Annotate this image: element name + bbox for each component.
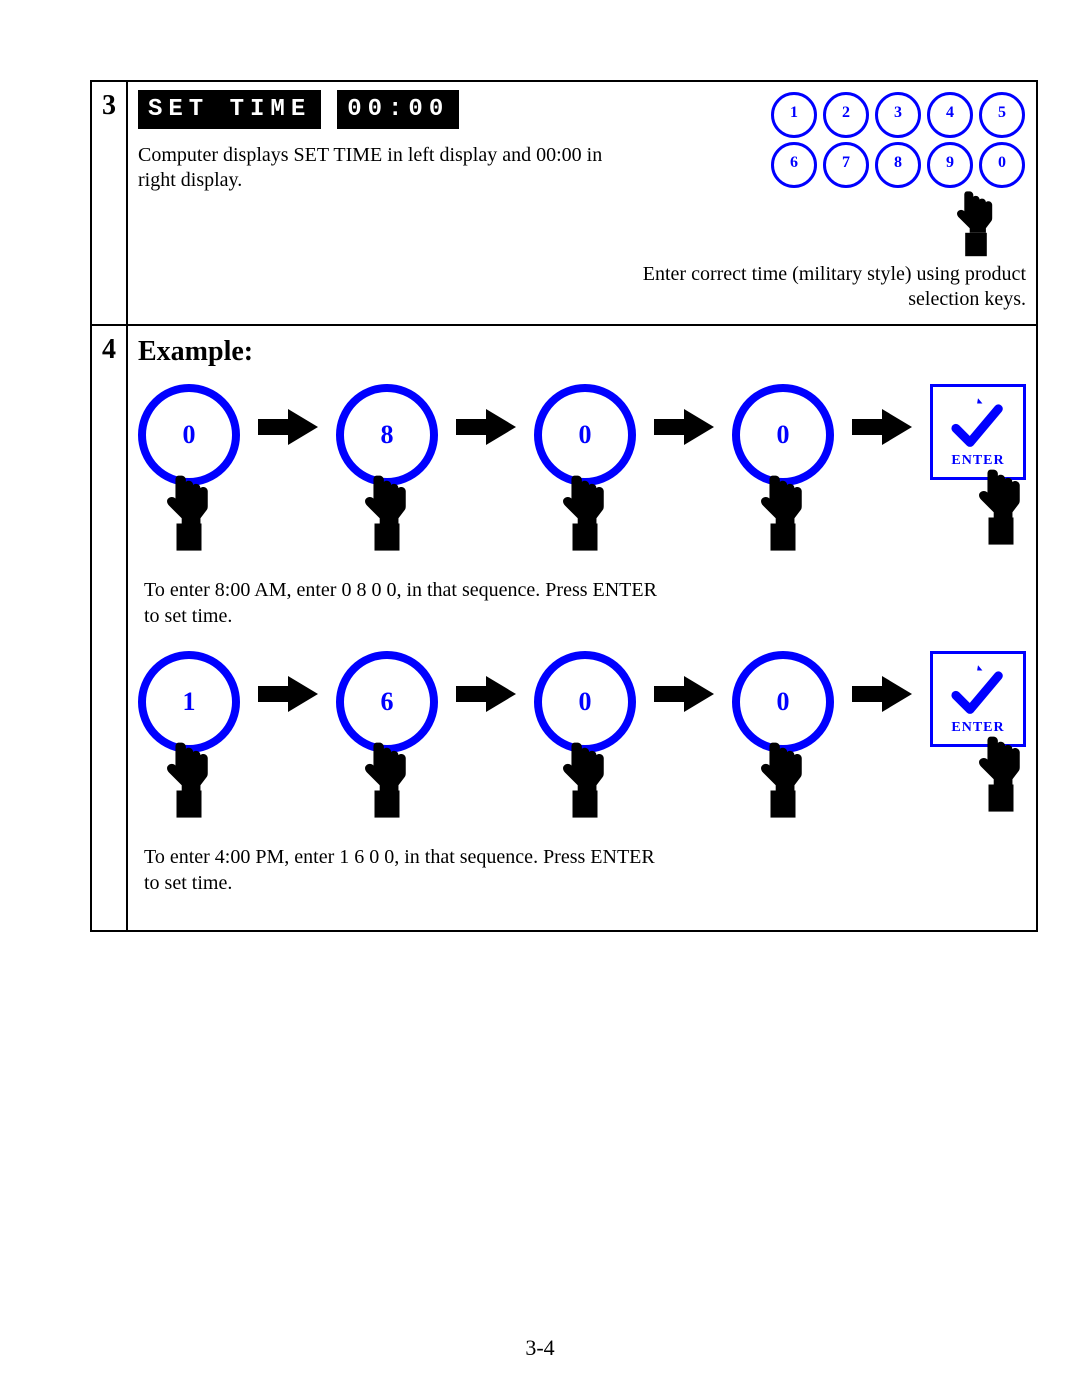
- arrow-icon: [456, 651, 516, 737]
- keypad-key-3[interactable]: 3: [875, 92, 921, 138]
- steps-table: 3 SET TIME 00:00 Computer displays SET T…: [90, 80, 1038, 932]
- step-3-cell: SET TIME 00:00 Computer displays SET TIM…: [127, 81, 1037, 325]
- pointing-hand-icon: [362, 735, 412, 826]
- pointing-hand-icon: [164, 735, 214, 826]
- arrow-icon: [852, 651, 912, 737]
- sequence-2-caption: To enter 4:00 PM, enter 1 6 0 0, in that…: [144, 844, 664, 896]
- lcd-right-display: 00:00: [337, 90, 459, 129]
- keypad-key-1[interactable]: 1: [771, 92, 817, 138]
- step-3-left-caption: Computer displays SET TIME in left displ…: [138, 143, 610, 193]
- pointing-hand-icon: [560, 735, 610, 826]
- check-icon: [947, 395, 1009, 451]
- keypad-key-5[interactable]: 5: [979, 92, 1025, 138]
- pointing-hand-icon: [362, 468, 412, 559]
- arrow-icon: [258, 651, 318, 737]
- keypad-key-7[interactable]: 7: [823, 142, 869, 188]
- example-title: Example:: [138, 336, 1026, 368]
- pointing-hand-icon: [758, 468, 808, 559]
- pointing-hand-icon: [560, 468, 610, 559]
- arrow-icon: [456, 384, 516, 470]
- sequence-2: 1 6 0 0: [138, 651, 1026, 826]
- sequence-1: 0 8 0 0: [138, 384, 1026, 559]
- step-3-number: 3: [91, 81, 127, 325]
- pointing-hand-icon: [164, 468, 214, 559]
- page-number: 3-4: [0, 1335, 1080, 1361]
- lcd-left-display: SET TIME: [138, 90, 321, 129]
- step-4-cell: Example: 0 8 0 0: [127, 325, 1037, 931]
- arrow-icon: [654, 651, 714, 737]
- step-3-right-caption: Enter correct time (military style) usin…: [610, 262, 1026, 312]
- keypad-key-4[interactable]: 4: [927, 92, 973, 138]
- keypad-key-9[interactable]: 9: [927, 142, 973, 188]
- pointing-hand-icon: [976, 729, 1026, 820]
- arrow-icon: [852, 384, 912, 470]
- arrow-icon: [258, 384, 318, 470]
- arrow-icon: [654, 384, 714, 470]
- check-icon: [947, 662, 1009, 718]
- pointing-hand-icon: [758, 735, 808, 826]
- step-4-number: 4: [91, 325, 127, 931]
- pointing-hand-icon: [954, 186, 998, 263]
- keypad-key-0[interactable]: 0: [979, 142, 1025, 188]
- keypad-key-8[interactable]: 8: [875, 142, 921, 188]
- pointing-hand-icon: [976, 462, 1026, 553]
- keypad: 1 2 3 4 5 6 7 8 9 0: [610, 90, 1026, 312]
- keypad-key-6[interactable]: 6: [771, 142, 817, 188]
- sequence-1-caption: To enter 8:00 AM, enter 0 8 0 0, in that…: [144, 577, 664, 629]
- keypad-key-2[interactable]: 2: [823, 92, 869, 138]
